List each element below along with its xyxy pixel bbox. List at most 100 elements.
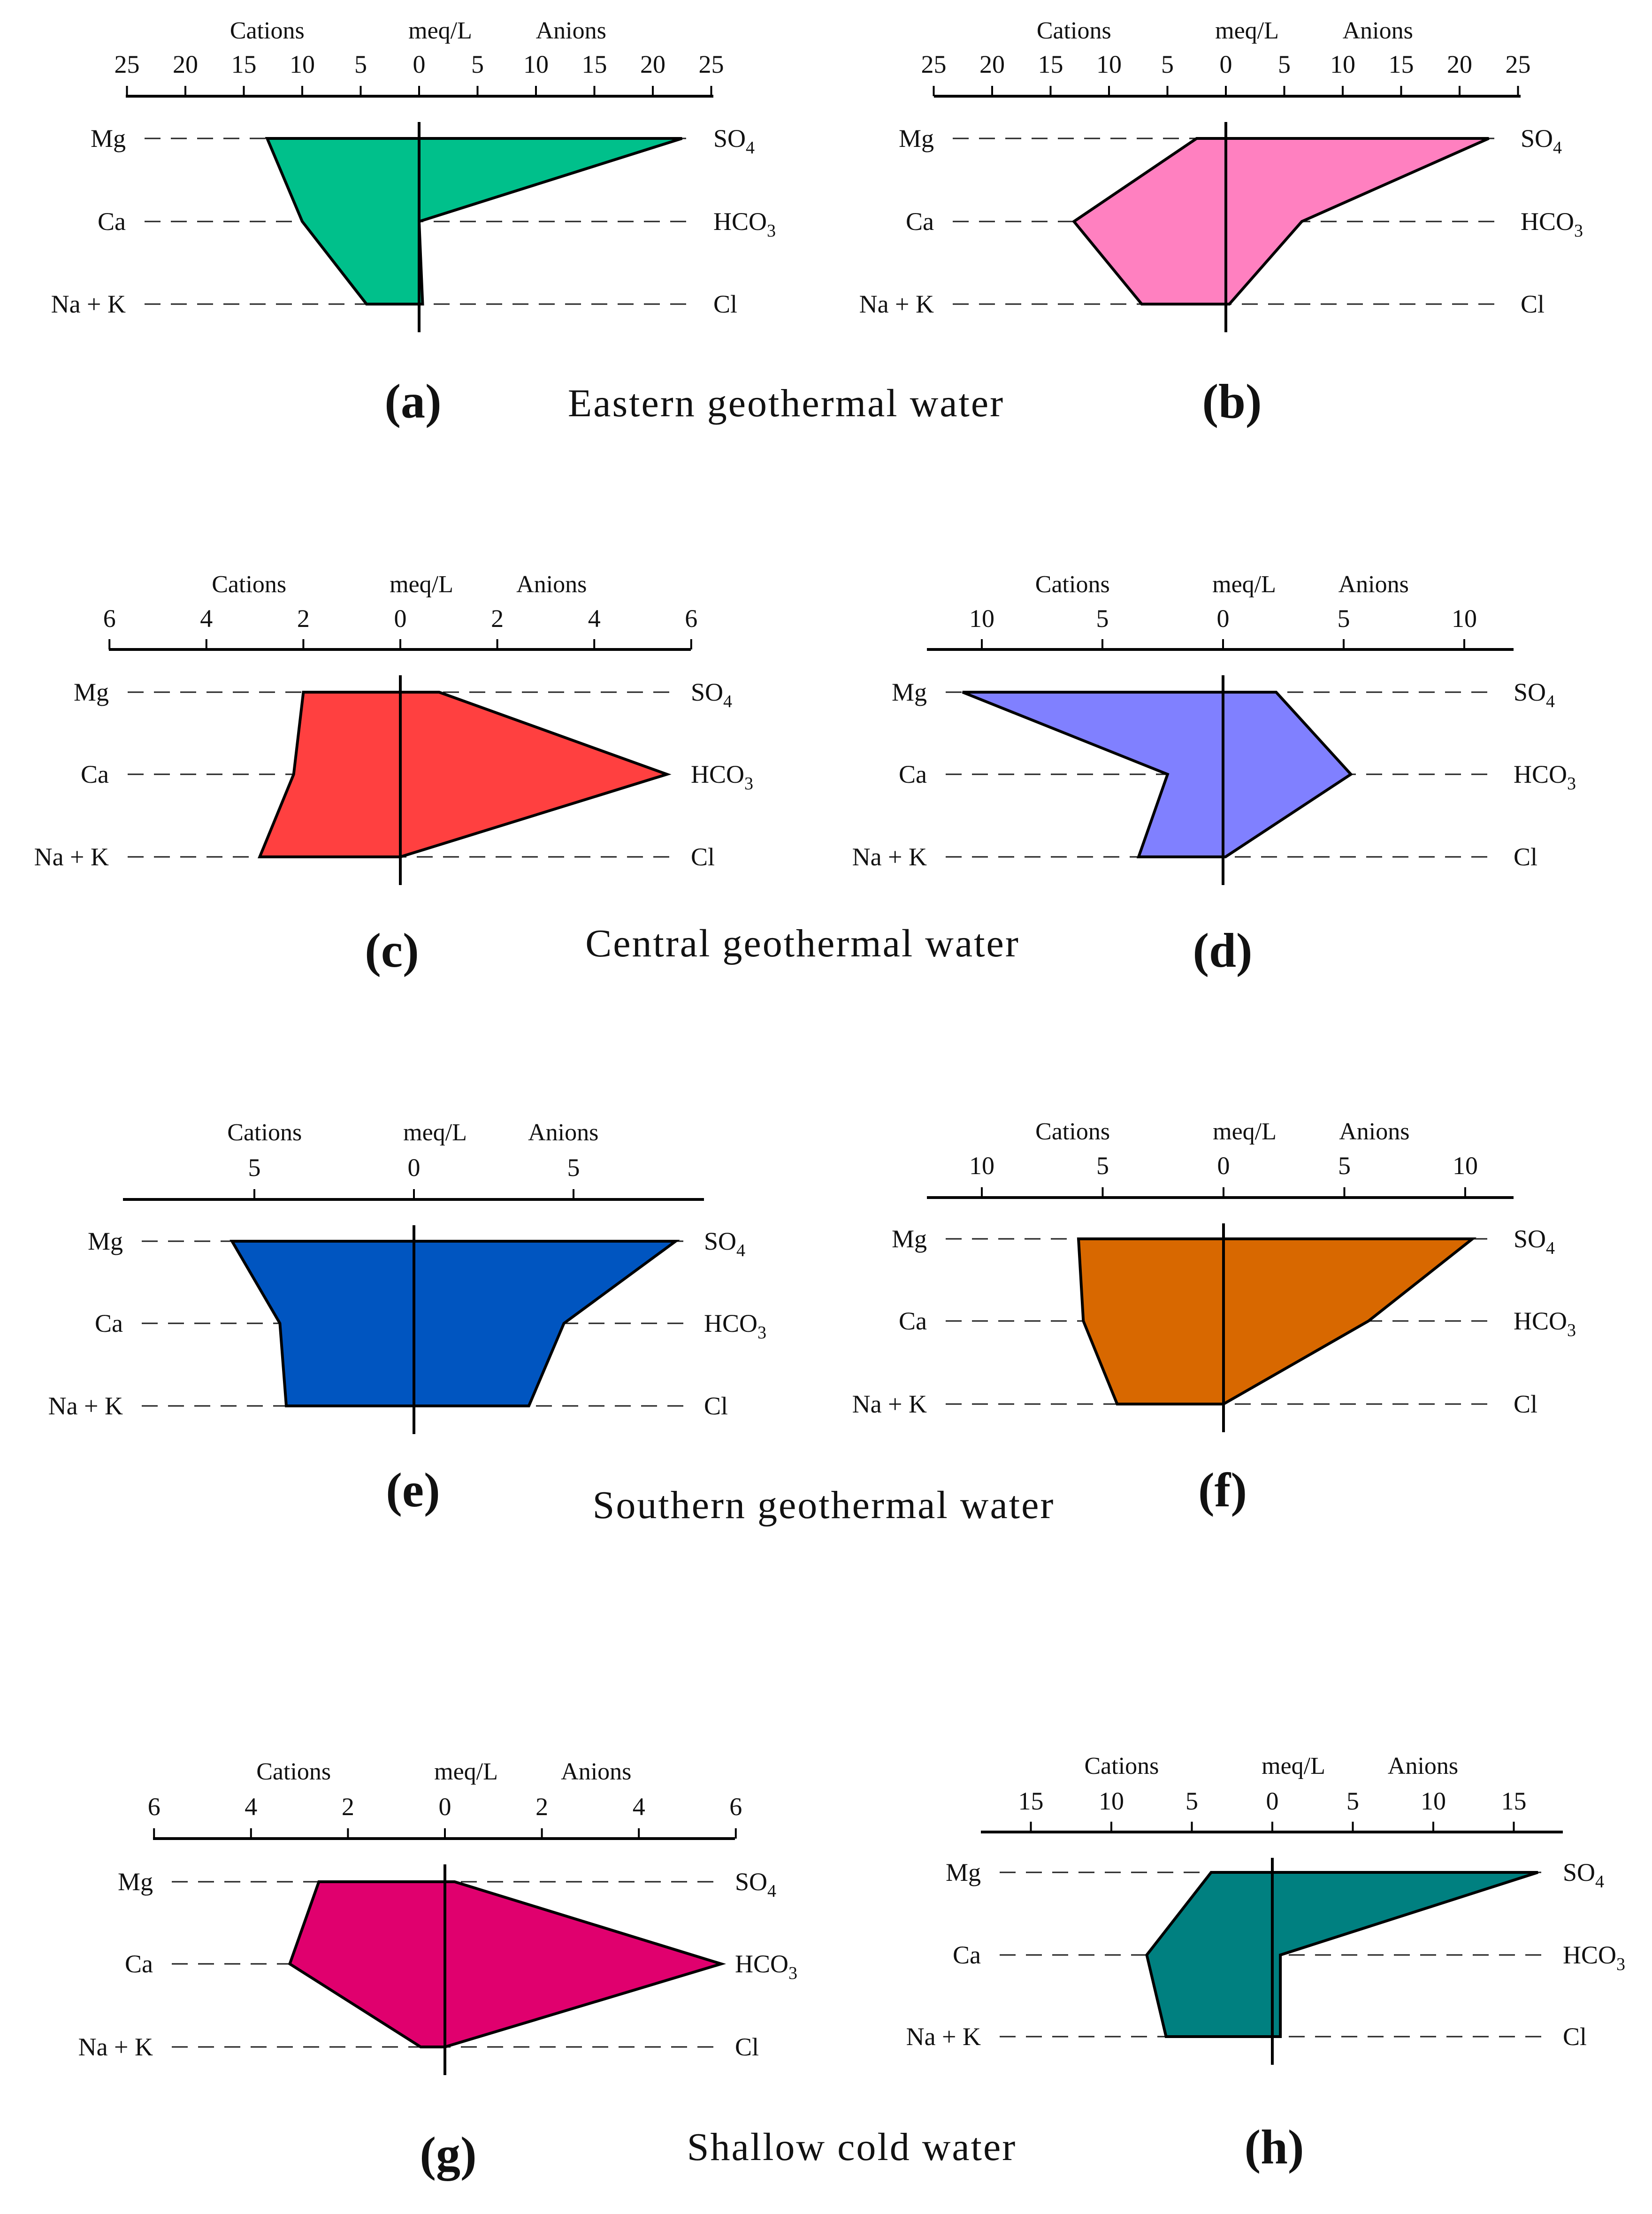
cation-label: Mg: [74, 678, 109, 706]
cations-header: Cations: [227, 1119, 302, 1146]
anion-label: SO4: [1563, 1858, 1604, 1892]
cations-header: Cations: [230, 17, 305, 44]
tick-label: 5: [1346, 1787, 1359, 1815]
anions-header: Anions: [1338, 571, 1409, 598]
cation-label: Na + K: [852, 843, 927, 871]
anion-label: Cl: [691, 843, 715, 871]
tick-label: 5: [248, 1153, 261, 1182]
anions-header: Anions: [536, 17, 606, 44]
panel-label: (d): [1193, 924, 1252, 977]
ion-polygon: [288, 1880, 727, 2048]
anion-subscript: 3: [1567, 774, 1576, 794]
panel-label: (e): [386, 1463, 440, 1517]
stiff-panel-e: 5 0 5 Cations meq/L Anions Mg SO4 Ca HCO3 Na + K Cl…: [48, 1119, 766, 1517]
tick-label: 25: [921, 50, 947, 78]
cation-label: Na + K: [51, 290, 126, 318]
anion-label: SO4: [735, 1868, 776, 1901]
tick-label: 4: [588, 604, 601, 633]
anion-label: Cl: [1514, 843, 1537, 871]
tick-label: 10: [1330, 50, 1355, 78]
tick-label: 4: [245, 1793, 257, 1821]
ion-polygon: [962, 691, 1354, 858]
anion-label: Cl: [713, 290, 737, 318]
anion-label: HCO3: [735, 1950, 797, 1983]
anion-subscript: 4: [723, 692, 732, 711]
cation-label: Mg: [118, 1868, 153, 1896]
anion-subscript: 3: [1574, 221, 1583, 241]
anion-label: HCO3: [1521, 207, 1583, 241]
cations-header: Cations: [212, 571, 286, 598]
anion-label: HCO3: [713, 207, 776, 241]
tick-label: 15: [231, 50, 257, 78]
cation-label: Na + K: [78, 2033, 153, 2061]
tick-label: 5: [1096, 604, 1109, 633]
anions-header: Anions: [1388, 1753, 1458, 1779]
anion-label: SO4: [1521, 124, 1562, 158]
tick-label: 25: [1506, 50, 1531, 78]
units-header: meq/L: [403, 1119, 467, 1146]
tick-label: 4: [633, 1793, 645, 1821]
tick-label: 15: [1389, 50, 1414, 78]
tick-label: 10: [1096, 50, 1122, 78]
anion-label: Cl: [704, 1392, 728, 1420]
stiff-panel-c: 6 4 2 0 2 4 6 Cations meq/L Anions Mg SO4 Ca HCO3 Na +…: [34, 571, 753, 977]
cation-label: Mg: [946, 1858, 981, 1886]
stiff-panel-d: 10 5 0 5 10 Cations meq/L Anions Mg SO4 Ca HCO3 Na +…: [852, 571, 1576, 977]
tick-label: 10: [1421, 1787, 1446, 1815]
anions-header: Anions: [561, 1758, 631, 1785]
tick-label: 5: [567, 1153, 580, 1182]
tick-label: 0: [1266, 1787, 1279, 1815]
panel-label: (f): [1198, 1463, 1247, 1517]
panel-label: (b): [1202, 374, 1262, 428]
anion-subscript: 3: [767, 221, 776, 241]
tick-label: 5: [1338, 1152, 1351, 1180]
tick-label: 10: [1099, 1787, 1124, 1815]
cation-label: Na + K: [34, 843, 109, 871]
tick-label: 25: [115, 50, 140, 78]
anion-subscript: 4: [767, 1881, 776, 1901]
tick-label: 5: [1278, 50, 1291, 78]
tick-label: 10: [290, 50, 315, 78]
stiff-panel-g: 6 4 2 0 2 4 6 Cations meq/L Anions Mg SO4 Ca HCO3 Na +…: [78, 1758, 797, 2181]
anion-label: HCO3: [1563, 1941, 1625, 1974]
anion-label: Cl: [1563, 2023, 1587, 2051]
anions-header: Anions: [1343, 17, 1413, 44]
anion-label: HCO3: [1514, 760, 1576, 794]
cation-label: Mg: [91, 124, 126, 153]
group-caption-eastern: Eastern geothermal water: [568, 382, 1004, 425]
tick-label: 5: [1096, 1152, 1109, 1180]
cations-header: Cations: [256, 1758, 331, 1785]
stiff-panel-h: 15 10 5 0 5 10 15 Cations meq/L Anions Mg SO4 Ca HCO3…: [906, 1753, 1625, 2174]
anion-label: Cl: [1514, 1390, 1537, 1418]
cation-label: Na + K: [852, 1390, 927, 1418]
anion-subscript: 3: [788, 1963, 797, 1983]
stiff-panel-f: 10 5 0 5 10 Cations meq/L Anions Mg SO4 Ca HCO3 Na +…: [852, 1118, 1576, 1517]
anion-subscript: 4: [1546, 1238, 1555, 1258]
group-caption-central: Central geothermal water: [585, 922, 1020, 965]
ion-polygon: [1077, 1237, 1477, 1405]
tick-label: 0: [408, 1153, 421, 1182]
units-header: meq/L: [434, 1758, 498, 1785]
tick-label: 4: [200, 604, 213, 633]
anion-label: HCO3: [704, 1309, 766, 1343]
tick-label: 10: [1453, 1152, 1478, 1180]
tick-label: 5: [354, 50, 367, 78]
tick-label: 6: [685, 604, 697, 633]
cations-header: Cations: [1084, 1753, 1159, 1779]
cation-label: Ca: [906, 207, 934, 236]
tick-label: 20: [979, 50, 1005, 78]
anion-label: HCO3: [1514, 1307, 1576, 1340]
tick-label: 5: [1161, 50, 1174, 78]
tick-label: 10: [1452, 604, 1477, 633]
cation-label: Mg: [892, 678, 927, 706]
group-caption-southern: Southern geothermal water: [593, 1483, 1055, 1527]
anion-label: Cl: [1521, 290, 1545, 318]
panel-label: (h): [1244, 2120, 1304, 2174]
panel-label: (g): [420, 2127, 476, 2181]
anion-subscript: 3: [1616, 1954, 1625, 1974]
anion-subscript: 3: [744, 774, 753, 794]
anions-header: Anions: [516, 571, 587, 598]
tick-label: 5: [1185, 1787, 1198, 1815]
tick-label: 20: [640, 50, 665, 78]
